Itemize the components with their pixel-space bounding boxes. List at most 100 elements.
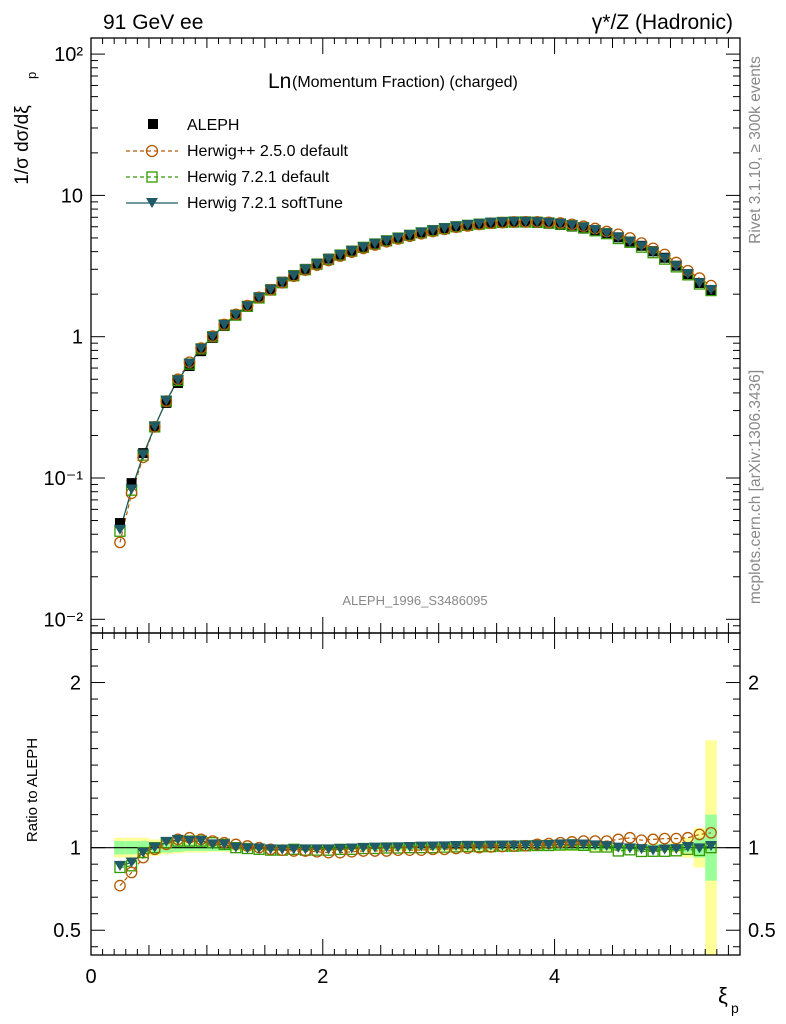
ratio-point-herwig-7-2-1-softtune [195, 836, 208, 847]
ratio-point-herwig-7-2-1-softtune [171, 834, 184, 845]
point-herwig-7-2-1-softtune [450, 221, 463, 232]
legend-label-herwigpp: Herwig++ 2.5.0 default [187, 143, 349, 160]
ratio-point-herwig-7-2-1-softtune [612, 842, 625, 853]
ratio-point-herwig-2-5-0-default [670, 832, 683, 845]
ratio-point-herwig-7-2-1-softtune [253, 843, 266, 854]
point-herwig-7-2-1-softtune [206, 331, 219, 342]
point-herwig-7-2-1-softtune [241, 301, 254, 312]
point-herwig-7-2-1-softtune [647, 247, 660, 258]
rivet-label: Rivet 3.1.10, ≥ 300k events [747, 56, 764, 244]
ratio-point-herwig-7-2-1-softtune [635, 844, 648, 855]
plot-title: Ln (Momentum Fraction) (charged) [268, 70, 518, 93]
point-herwig-7-2-1-softtune [253, 292, 266, 303]
ratio-point-herwig-2-5-0-default [519, 839, 532, 852]
y-tick-label: 10⁻² [44, 609, 84, 631]
upper-data-points [113, 215, 718, 549]
legend-marker-aleph [148, 119, 158, 129]
point-herwig-2-5-0-default [264, 283, 277, 296]
xlabel-sub: p [731, 1000, 739, 1016]
plot-title-main: Ln [268, 70, 291, 93]
ratio-point-herwig-2-5-0-default [693, 828, 706, 841]
legend-entry-herwig721: Herwig 7.2.1 default [126, 169, 330, 186]
point-herwig-7-2-1-softtune [113, 524, 126, 535]
ratio-point-herwig-7-2-1-softtune [368, 842, 381, 853]
ratio-point-herwig-7-2-1-softtune [287, 844, 300, 855]
point-herwig-7-2-1-softtune [357, 242, 370, 253]
point-herwig-7-2-1-softtune [473, 218, 486, 229]
ratio-point-herwig-7-2-1-softtune [670, 844, 683, 855]
ratio-point-herwig-2-5-0-default [647, 833, 659, 846]
ratio-point-herwig-7-2-1-softtune [519, 840, 532, 851]
ratio-point-herwig-7-2-1-softtune [403, 842, 416, 853]
point-herwig-7-2-1-softtune [623, 236, 636, 247]
ratio-point-herwig-7-2-1-softtune [357, 842, 370, 853]
x-tick-label: 0 [85, 966, 96, 988]
ratio-point-herwig-7-2-1-softtune [426, 841, 439, 852]
ratio-point-herwig-7-2-1-softtune [264, 844, 277, 855]
ratio-y-tick-label-left: 2 [70, 673, 81, 695]
ratio-point-herwig-7-2-1-softtune [241, 843, 254, 854]
ratio-point-herwig-7-2-1-softtune [183, 836, 196, 847]
ratio-point-herwig-7-2-1-softtune [345, 843, 358, 854]
ratio-point-herwig-7-2-1-softtune [658, 844, 671, 855]
point-herwig-7-2-1-softtune [658, 253, 671, 264]
point-herwig-7-2-1-softtune [276, 277, 289, 288]
ratio-point-herwig-7-2-1-softtune [380, 842, 393, 853]
point-herwig-2-5-0-default [114, 536, 126, 549]
upper-ylabel-text: 1/σ dσ/dξ [12, 105, 33, 185]
point-herwig-7-2-1-softtune [345, 245, 358, 256]
ratio-y-tick-label-right: 0.5 [748, 920, 776, 942]
legend-label-aleph: ALEPH [187, 117, 239, 134]
legend-marker-herwigpp [145, 144, 159, 158]
ratio-data-points [113, 826, 718, 892]
point-herwig-2-5-0-default [508, 216, 520, 228]
ratio-point-herwig-7-2-1-softtune [392, 842, 405, 853]
ratio-point-herwig-7-2-1-softtune [681, 842, 694, 853]
lower-axes: 0.5 0.5 1 1 2 2 0 2 4 [53, 632, 776, 988]
y-tick-label: 10 [61, 185, 83, 207]
point-herwig-7-2-1-softtune [160, 395, 173, 406]
point-herwig-7-2-1-softtune [600, 228, 613, 239]
ratio-point-herwig-2-5-0-default [624, 831, 636, 844]
upper-series-lines [119, 221, 712, 543]
ratio-point-herwig-2-5-0-default [264, 843, 277, 856]
x-tick-label: 2 [317, 966, 328, 988]
point-aleph [126, 478, 137, 489]
header-right: γ*/Z (Hadronic) [592, 11, 733, 34]
ratio-point-herwig-7-2-1-softtune [334, 843, 347, 854]
point-herwig-7-2-1-softtune [137, 449, 150, 460]
ratio-point-herwig-7-2-1-softtune [229, 842, 242, 853]
ratio-point-herwig-7-2-1-softtune [137, 847, 150, 858]
plot-title-rest: (Momentum Fraction) (charged) [292, 74, 518, 91]
ratio-point-herwig-7-2-1-softtune [113, 860, 126, 871]
upper-axes: 10⁻² 10⁻¹ 1 10 10² [44, 37, 741, 634]
point-herwig-7-2-1-softtune [670, 261, 683, 272]
y-tick-label: 10² [54, 44, 83, 66]
ratio-point-herwig-7-2-1-softtune [589, 840, 602, 851]
ratio-point-herwig-7-2-1-softtune [484, 840, 497, 851]
upper-ylabel: 1/σ dσ/dξ p [12, 72, 39, 185]
ratio-point-herwig-2-5-0-default [114, 879, 126, 892]
point-herwig-7-2-1-softtune [531, 217, 544, 228]
line-herwig-7-2-1-softtune [119, 221, 712, 530]
point-herwig-7-2-1-softtune [322, 254, 335, 265]
point-herwig-7-2-1-softtune [403, 230, 416, 241]
ratio-line-herwig-7-2-1-softtune [119, 839, 712, 867]
ratio-point-herwig-7-2-1-softtune [647, 845, 660, 856]
lower-ylabel: Ratio to ALEPH [24, 738, 41, 842]
point-herwig-7-2-1-softtune [183, 358, 196, 369]
legend-label-softtune: Herwig 7.2.1 softTune [187, 195, 343, 212]
xlabel: ξ p [718, 983, 739, 1016]
ratio-point-herwig-7-2-1-softtune [148, 842, 161, 853]
ratio-point-herwig-7-2-1-softtune [125, 857, 138, 868]
lower-frame [90, 632, 741, 956]
point-herwig-7-2-1-softtune [508, 216, 521, 227]
ratio-point-herwig-7-2-1-softtune [160, 836, 173, 847]
point-herwig-7-2-1-softtune [287, 270, 300, 281]
legend-marker-herwig721 [146, 171, 158, 183]
ratio-point-herwig-7-2-1-softtune [415, 841, 428, 852]
ratio-point-herwig-7-2-1-softtune [461, 840, 474, 851]
ratio-point-herwig-7-2-1-softtune [542, 840, 555, 851]
ratio-y-tick-label-right: 1 [748, 838, 759, 860]
